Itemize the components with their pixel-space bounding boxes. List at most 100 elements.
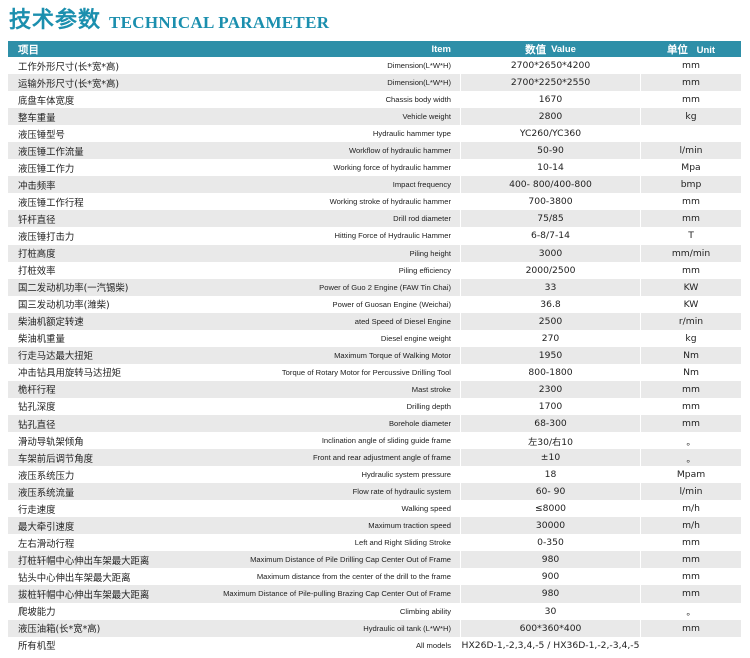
- param-name-en: Mast stroke: [411, 384, 451, 394]
- table-row: 拔桩轩帽中心伸出车架最大距离 Maximum Distance of Pile-p…: [8, 585, 741, 603]
- param-value: 2800: [460, 108, 641, 126]
- param-value: 2300: [460, 380, 641, 398]
- param-name-cn: 打桩轩帽中心伸出车架最大距离: [18, 555, 150, 567]
- header-value: 数值 Value: [460, 41, 641, 57]
- param-name-cn: 所有机型: [18, 641, 56, 653]
- param-value: 36.8: [460, 295, 641, 313]
- param-name-en: Maximum Torque of Walking Motor: [334, 350, 451, 360]
- table-row: 整车重量 Vehicle weight 2800 kg: [8, 108, 741, 126]
- table-row: 底盘车体宽度 Chassis body width 1670 mm: [8, 91, 741, 109]
- param-value: 600*360*400: [460, 619, 641, 637]
- table-row: 行走速度 Walking speed ≤8000 m/h: [8, 500, 741, 518]
- param-unit: mm: [682, 383, 700, 395]
- param-name-cn: 冲击频率: [18, 180, 56, 192]
- param-name-cn: 拔桩轩帽中心伸出车架最大距离: [18, 589, 150, 601]
- param-value: 左30/右10: [460, 432, 641, 450]
- table-row: 柴油机额定转速 ated Speed of Diesel Engine 2500 r/…: [8, 312, 741, 330]
- param-name-en: Working force of hydraulic hammer: [333, 163, 451, 173]
- table-row: 液压系统压力 Hydraulic system pressure 18 Mpam: [8, 466, 741, 484]
- header-unit-en: Unit: [696, 44, 716, 56]
- param-unit: kg: [685, 332, 697, 344]
- param-value: 270: [460, 329, 641, 347]
- param-value: 33: [460, 278, 641, 296]
- param-name-en: Maximum distance from the center of the …: [256, 572, 451, 582]
- param-unit: KW: [683, 298, 699, 310]
- param-name-en: Maximum traction speed: [368, 521, 451, 531]
- param-value: 30000: [460, 517, 641, 535]
- param-unit: mm: [682, 571, 700, 583]
- param-name-cn: 液压锤工作行程: [18, 197, 84, 209]
- table-row: 最大牵引速度 Maximum traction speed 30000 m/h: [8, 517, 741, 535]
- param-name-en: Left and Right Sliding Stroke: [354, 538, 451, 548]
- param-unit: mm: [682, 196, 700, 208]
- parameter-table: 项目 Item 数值 Value 单位 Unit 工作外形尺寸(长*宽*高) Di…: [8, 41, 741, 654]
- param-name-cn: 滑动导轨架倾角: [18, 436, 84, 448]
- param-value: 6-8/7-14: [460, 227, 641, 245]
- table-row: 钻孔深度 Drilling depth 1700 mm: [8, 397, 741, 415]
- param-name-cn: 液压锤工作力: [18, 163, 75, 175]
- param-name-en: Maximum Distance of Pile-pulling Brazing…: [223, 589, 451, 599]
- table-row: 桅杆行程 Mast stroke 2300 mm: [8, 380, 741, 398]
- param-unit: 。: [686, 607, 696, 619]
- param-name-cn: 爬坡能力: [18, 607, 56, 619]
- param-unit: m/h: [682, 520, 700, 532]
- param-name-cn: 钻孔深度: [18, 402, 56, 414]
- param-unit: mm: [682, 94, 700, 106]
- param-name-en: Inclination angle of sliding guide frame: [321, 436, 451, 446]
- param-name-en: Workflow of hydraulic hammer: [349, 146, 451, 156]
- param-name-cn: 行走马达最大扭矩: [18, 351, 94, 363]
- param-name-en: Chassis body width: [385, 95, 451, 105]
- param-name-cn: 左右滑动行程: [18, 538, 75, 550]
- table-row: 国三发动机功率(潍柴) Power of Guosan Engine (Weich…: [8, 295, 741, 313]
- param-name-cn: 液压系统流量: [18, 487, 75, 499]
- param-unit: mm: [682, 77, 700, 89]
- table-row: 打桩效率 Piling efficiency 2000/2500 mm: [8, 261, 741, 279]
- param-name-cn: 国二发动机功率(一汽锡柴): [18, 283, 129, 295]
- param-unit: m/h: [682, 503, 700, 515]
- param-name-en: Drill rod diameter: [393, 214, 451, 224]
- param-name-cn: 打桩效率: [18, 266, 56, 278]
- param-name-cn: 底盘车体宽度: [18, 95, 75, 107]
- param-name-en: All models: [415, 640, 451, 650]
- table-row: 滑动导轨架倾角 Inclination angle of sliding guid…: [8, 432, 741, 450]
- param-name-en: Borehole diameter: [388, 419, 451, 428]
- param-value: 3000: [460, 244, 641, 262]
- table-row: 液压系统流量 Flow rate of hydraulic system 60- 9…: [8, 483, 741, 501]
- param-name-cn: 最大牵引速度: [18, 521, 75, 533]
- param-name-en: Impact frequency: [392, 180, 451, 190]
- param-name-cn: 钻头中心伸出车架最大距离: [18, 572, 131, 584]
- param-name-en: Walking speed: [401, 504, 451, 514]
- param-name-en: Power of Guo 2 Engine (FAW Tin Chai): [319, 282, 451, 292]
- table-row: 冲击钻具用旋转马达扭矩 Torque of Rotary Motor for Pe…: [8, 363, 741, 381]
- param-name-cn: 液压系统压力: [18, 470, 75, 482]
- title-row: 技术参数 TECHNICAL PARAMETER: [9, 2, 329, 36]
- param-name-en: Dimension(L*W*H): [387, 61, 451, 71]
- param-value: 60- 90: [460, 483, 641, 501]
- table-row: 运输外形尺寸(长*宽*高) Dimension(L*W*H) 2700*2250*2…: [8, 74, 741, 92]
- param-name-en: Hydraulic oil tank (L*W*H): [363, 623, 451, 633]
- param-name-cn: 运输外形尺寸(长*宽*高): [18, 78, 120, 90]
- table-row: 液压锤打击力 Hitting Force of Hydraulic Hammer 6…: [8, 227, 741, 245]
- table-row: 国二发动机功率(一汽锡柴) Power of Guo 2 Engine (FAW …: [8, 278, 741, 296]
- param-unit: mm: [682, 554, 700, 566]
- param-value: 75/85: [460, 210, 641, 228]
- param-unit: mm: [682, 264, 700, 276]
- param-name-en: Flow rate of hydraulic system: [352, 487, 451, 497]
- table-row: 冲击频率 Impact frequency 400- 800/400-800 bmp: [8, 176, 741, 194]
- table-row: 工作外形尺寸(长*宽*高) Dimension(L*W*H) 2700*2650*4…: [8, 57, 741, 75]
- param-name-cn: 液压锤工作流量: [18, 146, 84, 158]
- param-value: 30: [460, 602, 641, 620]
- param-unit: 。: [686, 436, 696, 448]
- param-unit: 。: [686, 453, 696, 465]
- param-name-en: Power of Guosan Engine (Weichai): [332, 299, 451, 309]
- table-row: 左右滑动行程 Left and Right Sliding Stroke 0-350…: [8, 534, 741, 552]
- table-row: 爬坡能力 Climbing ability 30 。: [8, 602, 741, 620]
- param-unit: mm: [682, 418, 700, 429]
- table-row: 柴油机重量 Diesel engine weight 270 kg: [8, 329, 741, 347]
- param-name-en: Torque of Rotary Motor for Percussive Dr…: [281, 367, 451, 377]
- param-unit: r/min: [678, 315, 704, 327]
- param-value: 800-1800: [460, 363, 641, 381]
- param-name-cn: 液压锤型号: [18, 129, 65, 141]
- header-item-cn: 项目: [18, 43, 39, 56]
- param-name-cn: 打桩高度: [18, 249, 56, 261]
